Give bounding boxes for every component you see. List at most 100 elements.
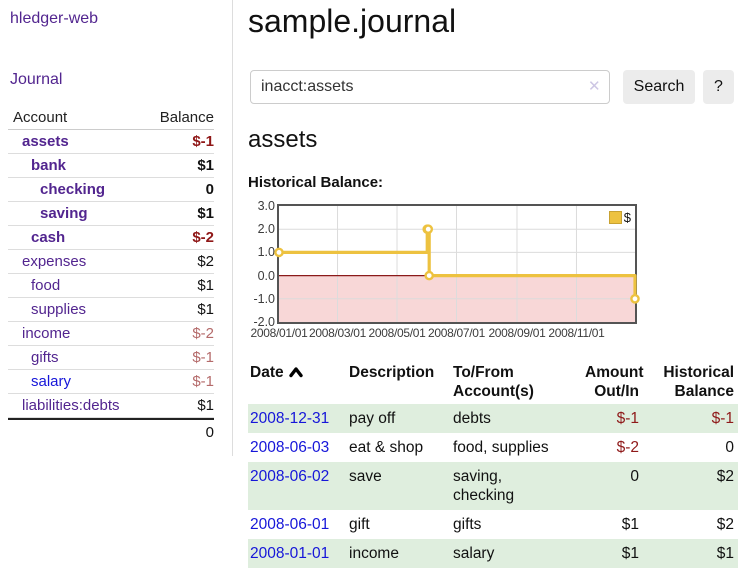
col-description: Description: [349, 364, 435, 381]
txn-date-link[interactable]: 2008-06-03: [250, 439, 330, 456]
y-tick-label: -1.0: [253, 291, 275, 306]
account-link-bank[interactable]: bank: [31, 157, 67, 174]
account-link-supplies[interactable]: supplies: [31, 301, 87, 318]
transaction-row[interactable]: 2008-06-02 save saving, checking 0 $2: [248, 462, 738, 510]
account-balance: $1: [197, 205, 214, 222]
col-balance: Historical Balance: [663, 364, 734, 400]
legend-swatch-icon: [608, 211, 622, 224]
account-page-title: assets: [248, 126, 318, 153]
account-balance: $-1: [192, 349, 214, 366]
accounts-col-balance: Balance: [159, 109, 214, 126]
account-balance: $1: [197, 397, 214, 414]
legend-label: $: [623, 210, 631, 225]
account-balance: $-1: [192, 373, 214, 390]
account-link-liabilities-debts[interactable]: liabilities:debts: [22, 397, 120, 414]
account-row[interactable]: supplies $1: [8, 298, 214, 322]
register-header-row: Date Description To/From Account(s) Amou…: [248, 360, 738, 404]
sidebar: hledger-web Journal Account Balance asse…: [0, 0, 233, 456]
transaction-row[interactable]: 2008-01-01 income salary $1 $1: [248, 539, 738, 568]
main-content: sample.journal ✕ Search ? assets Histori…: [248, 0, 742, 582]
chart-plot-area[interactable]: $: [274, 204, 640, 324]
txn-balance: 0: [725, 439, 734, 456]
search-form: ✕ Search ?: [248, 70, 742, 104]
txn-description: pay off: [349, 410, 396, 427]
help-button[interactable]: ?: [703, 70, 734, 104]
y-tick-label: 1.0: [257, 245, 275, 260]
account-balance: 0: [205, 181, 214, 198]
account-row[interactable]: saving $1: [8, 202, 214, 226]
y-tick-label: 2.0: [257, 222, 275, 237]
x-tick-label: 2008/07/01: [427, 326, 486, 340]
txn-amount: $-2: [616, 439, 639, 456]
accounts-table: Account Balance assets $-1 bank $1 check…: [8, 106, 214, 443]
txn-description: gift: [349, 516, 370, 533]
x-tick-label: 2008/03/01: [308, 326, 367, 340]
txn-account: food, supplies: [453, 439, 549, 456]
account-row[interactable]: liabilities:debts $1: [8, 394, 214, 418]
account-balance: $2: [197, 253, 214, 270]
txn-balance: $2: [716, 468, 734, 485]
account-balance: $1: [197, 157, 214, 174]
y-tick-label: 3.0: [257, 199, 275, 213]
clear-search-icon[interactable]: ✕: [588, 78, 601, 95]
txn-date-link[interactable]: 2008-06-02: [250, 468, 330, 485]
accounts-col-account: Account: [13, 109, 68, 126]
search-button[interactable]: Search: [623, 70, 695, 104]
col-date[interactable]: Date: [248, 360, 347, 404]
account-row[interactable]: salary $-1: [8, 370, 214, 394]
txn-balance: $1: [716, 545, 734, 562]
transaction-row[interactable]: 2008-06-01 gift gifts $1 $2: [248, 510, 738, 539]
txn-date: 2008-06-02: [248, 462, 347, 510]
search-input[interactable]: [250, 70, 610, 104]
account-row[interactable]: cash $-2: [8, 226, 214, 250]
account-row[interactable]: gifts $-1: [8, 346, 214, 370]
col-amount: Amount Out/In: [585, 364, 644, 400]
account-row[interactable]: bank $1: [8, 154, 214, 178]
account-row[interactable]: checking 0: [8, 178, 214, 202]
account-link-income[interactable]: income: [22, 325, 71, 342]
txn-date: 2008-06-03: [248, 433, 347, 462]
account-link-gifts[interactable]: gifts: [31, 349, 59, 366]
x-tick-label: 2008/11/01: [548, 326, 605, 340]
account-row[interactable]: income $-2: [8, 322, 214, 346]
account-balance: $1: [197, 277, 214, 294]
x-tick-label: 2008/09/01: [488, 326, 546, 340]
account-link-cash[interactable]: cash: [31, 229, 66, 246]
chart-canvas: [274, 206, 640, 322]
txn-description: save: [349, 468, 382, 485]
account-link-salary[interactable]: salary: [31, 373, 72, 390]
sort-ascending-icon[interactable]: [288, 364, 303, 383]
transaction-row[interactable]: 2008-12-31 pay off debts $-1 $-1: [248, 404, 738, 433]
txn-date-link[interactable]: 2008-06-01: [250, 516, 330, 533]
account-balance: $-1: [192, 133, 214, 150]
x-tick-label: 2008/01/01: [250, 326, 308, 340]
account-row[interactable]: assets $-1: [8, 130, 214, 154]
col-account: To/From Account(s): [453, 364, 534, 400]
account-link-checking[interactable]: checking: [40, 181, 106, 198]
txn-amount: $1: [621, 545, 639, 562]
txn-date-link[interactable]: 2008-12-31: [250, 410, 330, 427]
txn-account: saving, checking: [453, 468, 515, 504]
txn-date-link[interactable]: 2008-01-01: [250, 545, 330, 562]
page-title: sample.journal: [248, 3, 457, 39]
account-link-expenses[interactable]: expenses: [22, 253, 87, 270]
account-balance: $-2: [192, 325, 214, 342]
transaction-row[interactable]: 2008-06-03 eat & shop food, supplies $-2…: [248, 433, 738, 462]
accounts-total-row: 0: [8, 418, 214, 443]
txn-account: debts: [453, 410, 491, 427]
account-link-food[interactable]: food: [31, 277, 61, 294]
account-row[interactable]: food $1: [8, 274, 214, 298]
account-row[interactable]: expenses $2: [8, 250, 214, 274]
app-brand-link[interactable]: hledger-web: [10, 10, 99, 27]
txn-amount: 0: [630, 468, 639, 485]
accounts-total-value: 0: [205, 424, 214, 441]
txn-balance: $-1: [711, 410, 734, 427]
txn-amount: $1: [621, 516, 639, 533]
register-table: Date Description To/From Account(s) Amou…: [248, 360, 738, 568]
account-link-assets[interactable]: assets: [22, 133, 69, 150]
accounts-table-header: Account Balance: [8, 106, 214, 130]
chart-title: Historical Balance:: [248, 174, 384, 191]
sidebar-item-journal[interactable]: Journal: [10, 71, 63, 88]
account-link-saving[interactable]: saving: [40, 205, 88, 222]
